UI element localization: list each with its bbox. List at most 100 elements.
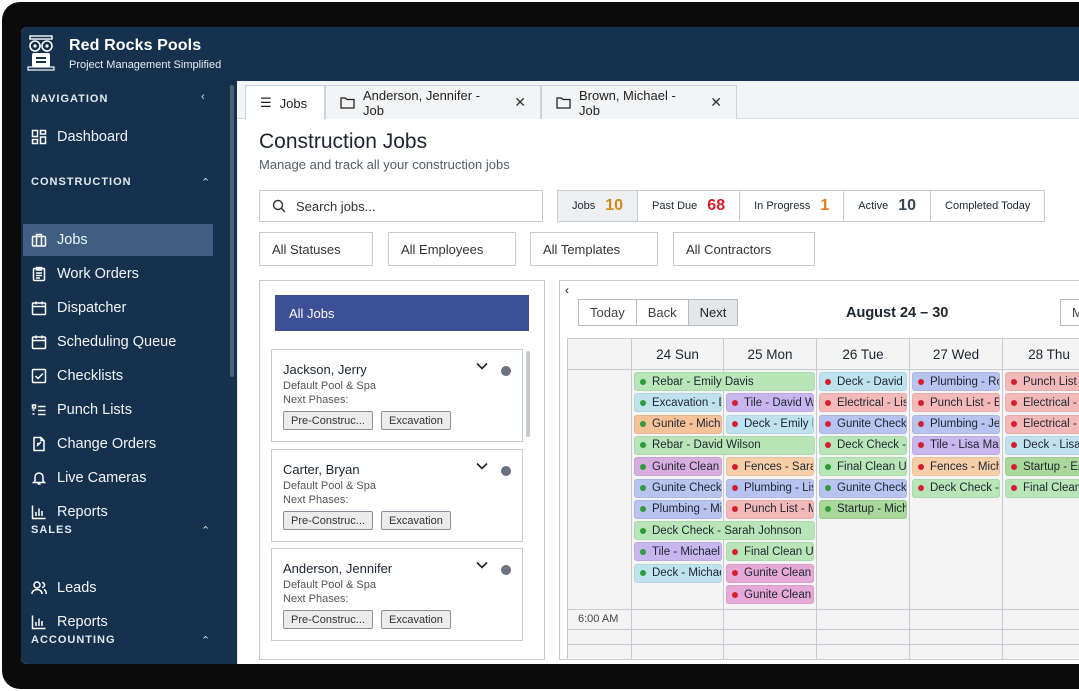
calendar-event[interactable]: Final Clean U — [1005, 478, 1079, 498]
sidebar-item-scheduling-queue[interactable]: Scheduling Queue — [23, 326, 213, 358]
collapse-sales-icon[interactable]: ⌃ — [201, 525, 211, 537]
event-status-dot — [918, 421, 924, 428]
sidebar-item-live-cameras[interactable]: Live Cameras — [23, 462, 213, 494]
sidebar-item-jobs[interactable]: Jobs — [23, 224, 213, 256]
calendar-event[interactable]: Gunite Clean U — [726, 563, 814, 583]
view-button[interactable]: M — [1060, 299, 1079, 326]
tab-anderson-job[interactable]: Anderson, Jennifer - Job ✕ — [325, 85, 541, 119]
calendar-event[interactable]: Electrical - R — [1005, 393, 1079, 413]
collapse-calendar-icon[interactable]: ‹ — [565, 283, 569, 297]
search-box[interactable] — [259, 190, 543, 222]
calendar-event[interactable]: Fences - Sarah — [726, 457, 814, 477]
calendar-event[interactable]: Electrical - J — [1005, 414, 1079, 434]
calendar-event[interactable]: Deck Check - E — [819, 435, 907, 455]
sidebar-item-leads[interactable]: Leads — [23, 572, 213, 604]
tab-brown-job[interactable]: Brown, Michael - Job ✕ — [541, 85, 737, 119]
day-header-mon[interactable]: 25 Mon — [747, 346, 793, 362]
phase-chip[interactable]: Pre-Construc... — [283, 511, 373, 530]
calendar-event[interactable]: Final Clean Up — [819, 457, 907, 477]
sidebar-item-dispatcher[interactable]: Dispatcher — [23, 292, 213, 324]
calendar-nav-buttons: Today Back Next — [578, 299, 739, 326]
clipboard-icon — [32, 266, 46, 282]
filter-templates[interactable]: All Templates — [530, 232, 658, 266]
phase-chip[interactable]: Pre-Construc... — [283, 411, 373, 430]
day-header-sun[interactable]: 24 Sun — [656, 346, 699, 362]
all-jobs-button[interactable]: All Jobs — [275, 295, 529, 331]
calendar-event[interactable]: Fences - Micha — [912, 457, 1000, 477]
collapse-accounting-icon[interactable]: ⌃ — [201, 635, 211, 647]
calendar-event[interactable]: Plumbing - Mic — [634, 499, 722, 519]
calendar-event[interactable]: Gunite Check - — [634, 478, 722, 498]
main-content: Construction Jobs Manage and track all y… — [237, 120, 1079, 664]
calendar-event[interactable]: Startup - Micha — [819, 499, 907, 519]
calendar-event[interactable]: Plumbing - Lisa — [726, 478, 814, 498]
job-list-scrollbar[interactable] — [526, 351, 530, 437]
calendar-event[interactable]: Rebar - David Wilson — [634, 435, 815, 455]
sidebar-scrollbar[interactable] — [230, 85, 234, 377]
sidebar-item-label: Reports — [57, 614, 108, 630]
close-tab-icon[interactable]: ✕ — [514, 94, 526, 110]
stat-past-due[interactable]: Past Due 68 — [638, 191, 741, 221]
chevron-down-icon[interactable] — [476, 561, 488, 569]
job-card[interactable]: Carter, Bryan Default Pool & Spa Next Ph… — [271, 449, 523, 542]
calendar-event[interactable]: Deck Check - D — [912, 478, 1000, 498]
next-button[interactable]: Next — [688, 300, 738, 325]
filter-contractors[interactable]: All Contractors — [673, 232, 815, 266]
calendar-event[interactable]: Deck - David W — [819, 372, 907, 391]
close-tab-icon[interactable]: ✕ — [710, 94, 722, 110]
sidebar-item-checklists[interactable]: Checklists — [23, 360, 213, 392]
calendar-event[interactable]: Plumbing - Jen — [912, 414, 1000, 434]
sidebar-item-dashboard[interactable]: Dashboard — [23, 121, 213, 153]
calendar-event[interactable]: Deck - Emily Da — [726, 414, 814, 434]
stat-completed-today[interactable]: Completed Today — [931, 191, 1044, 221]
calendar-event[interactable]: Deck - Michael — [634, 563, 722, 583]
day-header-tue[interactable]: 26 Tue — [842, 346, 884, 362]
stat-jobs[interactable]: Jobs 10 — [558, 191, 639, 221]
phase-chip[interactable]: Excavation — [381, 610, 451, 629]
calendar-event[interactable]: Gunite Clean U — [634, 457, 722, 477]
calendar-event[interactable]: Deck - Lisa M — [1005, 435, 1079, 455]
sidebar-item-work-orders[interactable]: Work Orders — [23, 258, 213, 290]
sidebar-item-sales-reports[interactable]: Reports — [23, 606, 213, 638]
search-input[interactable] — [296, 198, 516, 214]
calendar-event[interactable]: Rebar - Emily Davis — [634, 372, 815, 391]
collapse-construction-icon[interactable]: ⌃ — [201, 177, 211, 189]
calendar-event[interactable]: Excavation - Da — [634, 393, 722, 413]
calendar-event[interactable]: Punch List - Mi — [726, 499, 814, 519]
calendar-event[interactable]: Tile - Lisa Mart — [912, 435, 1000, 455]
calendar-event[interactable]: Startup - Em — [1005, 457, 1079, 477]
sidebar-item-reports[interactable]: Reports — [23, 496, 213, 528]
calendar-event[interactable]: Electrical - Lisa — [819, 393, 907, 413]
filter-statuses[interactable]: All Statuses — [259, 232, 373, 266]
chevron-down-icon[interactable] — [476, 462, 488, 470]
collapse-sidebar-icon[interactable]: ‹ — [201, 91, 205, 103]
job-card[interactable]: Jackson, Jerry Default Pool & Spa Next P… — [271, 349, 523, 442]
sidebar-item-punch-lists[interactable]: Punch Lists — [23, 394, 213, 426]
calendar-event[interactable]: Tile - Michael B — [634, 542, 722, 562]
sidebar-item-change-orders[interactable]: Change Orders — [23, 428, 213, 460]
stat-in-progress[interactable]: In Progress 1 — [740, 191, 845, 221]
day-header-wed[interactable]: 27 Wed — [932, 346, 980, 362]
phase-chip[interactable]: Pre-Construc... — [283, 610, 373, 629]
today-button[interactable]: Today — [579, 300, 637, 325]
calendar-event[interactable]: Final Clean Up — [726, 542, 814, 562]
calendar-event[interactable]: Plumbing - Rob — [912, 372, 1000, 391]
calendar-event[interactable]: Gunite - Michae — [634, 414, 722, 434]
stat-active[interactable]: Active 10 — [844, 191, 932, 221]
job-card[interactable]: Anderson, Jennifer Default Pool & Spa Ne… — [271, 548, 523, 641]
chevron-down-icon[interactable] — [476, 362, 488, 370]
event-status-dot — [825, 378, 831, 385]
phase-chip[interactable]: Excavation — [381, 411, 451, 430]
calendar-event[interactable]: Gunite Clean U — [726, 585, 814, 604]
tab-jobs[interactable]: ☰ Jobs — [245, 85, 325, 120]
calendar-event[interactable]: Punch List - — [1005, 372, 1079, 391]
calendar-event[interactable]: Punch List - Em — [912, 393, 1000, 413]
back-button[interactable]: Back — [636, 300, 689, 325]
day-header-thu[interactable]: 28 Thu — [1028, 346, 1070, 362]
calendar-event[interactable]: Gunite Check - — [819, 414, 907, 434]
phase-chip[interactable]: Excavation — [381, 511, 451, 530]
calendar-event[interactable]: Gunite Check - — [819, 478, 907, 498]
calendar-event[interactable]: Tile - David Wil — [726, 393, 814, 413]
filter-employees[interactable]: All Employees — [388, 232, 516, 266]
calendar-event[interactable]: Deck Check - Sarah Johnson — [634, 521, 815, 541]
